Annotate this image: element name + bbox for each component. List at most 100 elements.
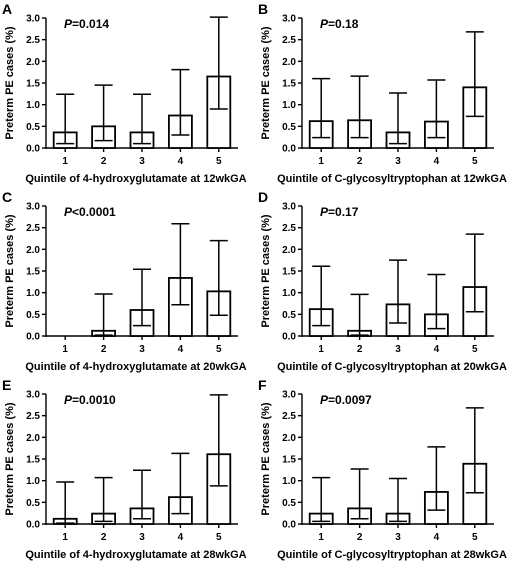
chart-panel-d: D P=0.17 0.0 0.5 1.0 1.5 2.0 2.5 3.0 Preterm PE c… xyxy=(258,189,507,373)
p-value-annotation: P=0.0010 xyxy=(64,393,116,407)
x-tick-label: 3 xyxy=(139,532,145,543)
p-value-annotation: P=0.014 xyxy=(64,17,109,31)
x-tick-label: 4 xyxy=(178,532,184,543)
y-tick-label: 1.5 xyxy=(282,79,296,90)
y-axis-title: Preterm PE cases (%) xyxy=(4,214,16,327)
chart-panel-b: B P=0.18 0.0 0.5 1.0 1.5 2.0 2.5 3.0 Preterm PE c… xyxy=(258,1,507,185)
y-tick-label: 0.5 xyxy=(26,498,40,509)
y-tick-label: 0.0 xyxy=(26,144,40,155)
y-tick-label: 1.0 xyxy=(282,476,296,487)
y-tick-label: 0.5 xyxy=(282,310,296,321)
y-axis-title: Preterm PE cases (%) xyxy=(4,402,16,515)
x-tick-label: 2 xyxy=(101,532,107,543)
x-tick-label: 3 xyxy=(395,532,401,543)
y-tick-label: 1.0 xyxy=(26,288,40,299)
chart-panel-e: E P=0.0010 0.0 0.5 1.0 1.5 2.0 2.5 3.0 Preterm PE… xyxy=(2,377,247,561)
y-tick-label: 1.5 xyxy=(26,267,40,278)
p-value-annotation: P=0.17 xyxy=(320,205,359,219)
y-tick-label: 3.0 xyxy=(282,202,296,213)
x-tick-label: 2 xyxy=(101,344,107,355)
y-tick-label: 3.0 xyxy=(26,202,40,213)
y-tick-label: 2.5 xyxy=(26,223,40,234)
x-tick-label: 4 xyxy=(434,156,440,167)
y-tick-label: 3.0 xyxy=(282,390,296,401)
x-tick-label: 5 xyxy=(472,532,478,543)
x-tick-label: 1 xyxy=(62,532,68,543)
y-tick-label: 2.5 xyxy=(282,223,296,234)
y-tick-label: 1.5 xyxy=(282,455,296,466)
y-tick-label: 0.0 xyxy=(282,520,296,531)
y-tick-label: 2.0 xyxy=(282,245,296,256)
y-tick-label: 2.0 xyxy=(26,57,40,68)
x-tick-label: 2 xyxy=(357,344,363,355)
y-tick-label: 1.0 xyxy=(26,100,40,111)
y-tick-label: 0.5 xyxy=(26,310,40,321)
y-axis-title: Preterm PE cases (%) xyxy=(4,26,16,139)
y-tick-label: 3.0 xyxy=(282,14,296,25)
chart-panel-c: C P<0.0001 0.0 0.5 1.0 1.5 2.0 2.5 3.0 Preterm PE… xyxy=(2,189,247,373)
y-tick-label: 0.5 xyxy=(282,498,296,509)
y-tick-label: 0.0 xyxy=(282,332,296,343)
x-tick-label: 1 xyxy=(318,532,324,543)
y-tick-label: 2.0 xyxy=(26,433,40,444)
y-tick-label: 2.0 xyxy=(26,245,40,256)
y-axis-title: Preterm PE cases (%) xyxy=(260,26,272,139)
x-axis-title: Quintile of 4-hydroxyglutamate at 12wkGA xyxy=(25,173,246,185)
x-tick-label: 3 xyxy=(395,344,401,355)
y-tick-label: 1.0 xyxy=(26,476,40,487)
x-tick-label: 5 xyxy=(472,344,478,355)
y-tick-label: 2.5 xyxy=(282,35,296,46)
panel-letter: D xyxy=(258,189,268,205)
y-tick-label: 1.5 xyxy=(282,267,296,278)
y-axis-title: Preterm PE cases (%) xyxy=(260,214,272,327)
x-tick-label: 5 xyxy=(472,156,478,167)
x-axis-title: Quintile of 4-hydroxyglutamate at 28wkGA xyxy=(25,549,246,561)
x-tick-label: 3 xyxy=(139,156,145,167)
y-tick-label: 0.0 xyxy=(26,520,40,531)
y-tick-label: 0.5 xyxy=(282,122,296,133)
y-tick-label: 0.0 xyxy=(26,332,40,343)
x-tick-label: 5 xyxy=(216,532,222,543)
y-tick-label: 1.5 xyxy=(26,455,40,466)
y-tick-label: 1.5 xyxy=(26,79,40,90)
x-tick-label: 3 xyxy=(139,344,145,355)
x-tick-label: 4 xyxy=(434,532,440,543)
chart-panel-f: F P=0.0097 0.0 0.5 1.0 1.5 2.0 2.5 3.0 Preterm PE… xyxy=(258,377,507,561)
panel-letter: F xyxy=(258,377,267,393)
x-tick-label: 4 xyxy=(434,344,440,355)
x-tick-label: 1 xyxy=(318,156,324,167)
y-tick-label: 2.0 xyxy=(282,57,296,68)
y-tick-label: 1.0 xyxy=(282,288,296,299)
x-tick-label: 2 xyxy=(357,156,363,167)
x-tick-label: 2 xyxy=(357,532,363,543)
x-tick-label: 4 xyxy=(178,156,184,167)
y-tick-label: 2.5 xyxy=(26,411,40,422)
x-axis-title: Quintile of C-glycosyltryptophan at 20wk… xyxy=(277,361,507,373)
panel-letter: C xyxy=(2,189,12,205)
y-tick-label: 0.0 xyxy=(282,144,296,155)
y-tick-label: 1.0 xyxy=(282,100,296,111)
x-axis-title: Quintile of 4-hydroxyglutamate at 20wkGA xyxy=(25,361,246,373)
x-axis-title: Quintile of C-glycosyltryptophan at 12wk… xyxy=(277,173,507,185)
chart-panel-a: A P=0.014 0.0 0.5 1.0 1.5 2.0 2.5 3.0 Preterm PE … xyxy=(2,1,247,185)
y-tick-label: 2.5 xyxy=(282,411,296,422)
y-tick-label: 2.0 xyxy=(282,433,296,444)
p-value-annotation: P=0.0097 xyxy=(320,393,372,407)
x-tick-label: 5 xyxy=(216,156,222,167)
y-tick-label: 3.0 xyxy=(26,14,40,25)
x-tick-label: 1 xyxy=(318,344,324,355)
p-value-annotation: P=0.18 xyxy=(320,17,359,31)
panel-letter: A xyxy=(2,1,12,17)
p-value-annotation: P<0.0001 xyxy=(64,205,116,219)
panel-letter: B xyxy=(258,1,268,17)
y-tick-label: 0.5 xyxy=(26,122,40,133)
x-axis-title: Quintile of C-glycosyltryptophan at 28wk… xyxy=(277,549,507,561)
x-tick-label: 4 xyxy=(178,344,184,355)
x-tick-label: 2 xyxy=(101,156,107,167)
y-tick-label: 3.0 xyxy=(26,390,40,401)
y-tick-label: 2.5 xyxy=(26,35,40,46)
x-tick-label: 1 xyxy=(62,156,68,167)
x-tick-label: 5 xyxy=(216,344,222,355)
x-tick-label: 1 xyxy=(62,344,68,355)
